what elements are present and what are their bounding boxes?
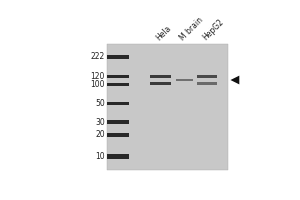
Bar — [107, 133, 129, 137]
Text: HepG2: HepG2 — [200, 18, 225, 42]
Text: 50: 50 — [95, 99, 105, 108]
Text: 20: 20 — [95, 130, 105, 139]
Bar — [196, 75, 217, 78]
Text: M brain: M brain — [178, 16, 205, 42]
Bar — [107, 120, 129, 124]
Bar — [196, 82, 217, 85]
Text: 30: 30 — [95, 118, 105, 127]
Bar — [107, 83, 129, 86]
Bar — [107, 154, 129, 159]
Bar — [176, 79, 193, 81]
Bar — [107, 102, 129, 105]
Text: 120: 120 — [91, 72, 105, 81]
Bar — [107, 75, 129, 78]
Bar — [107, 44, 228, 170]
Bar — [150, 82, 171, 85]
Text: 10: 10 — [95, 152, 105, 161]
Text: Hela: Hela — [154, 24, 173, 42]
Bar — [150, 75, 171, 78]
Bar — [107, 55, 129, 59]
Polygon shape — [230, 76, 239, 84]
Text: 100: 100 — [90, 80, 105, 89]
Text: 222: 222 — [91, 52, 105, 61]
